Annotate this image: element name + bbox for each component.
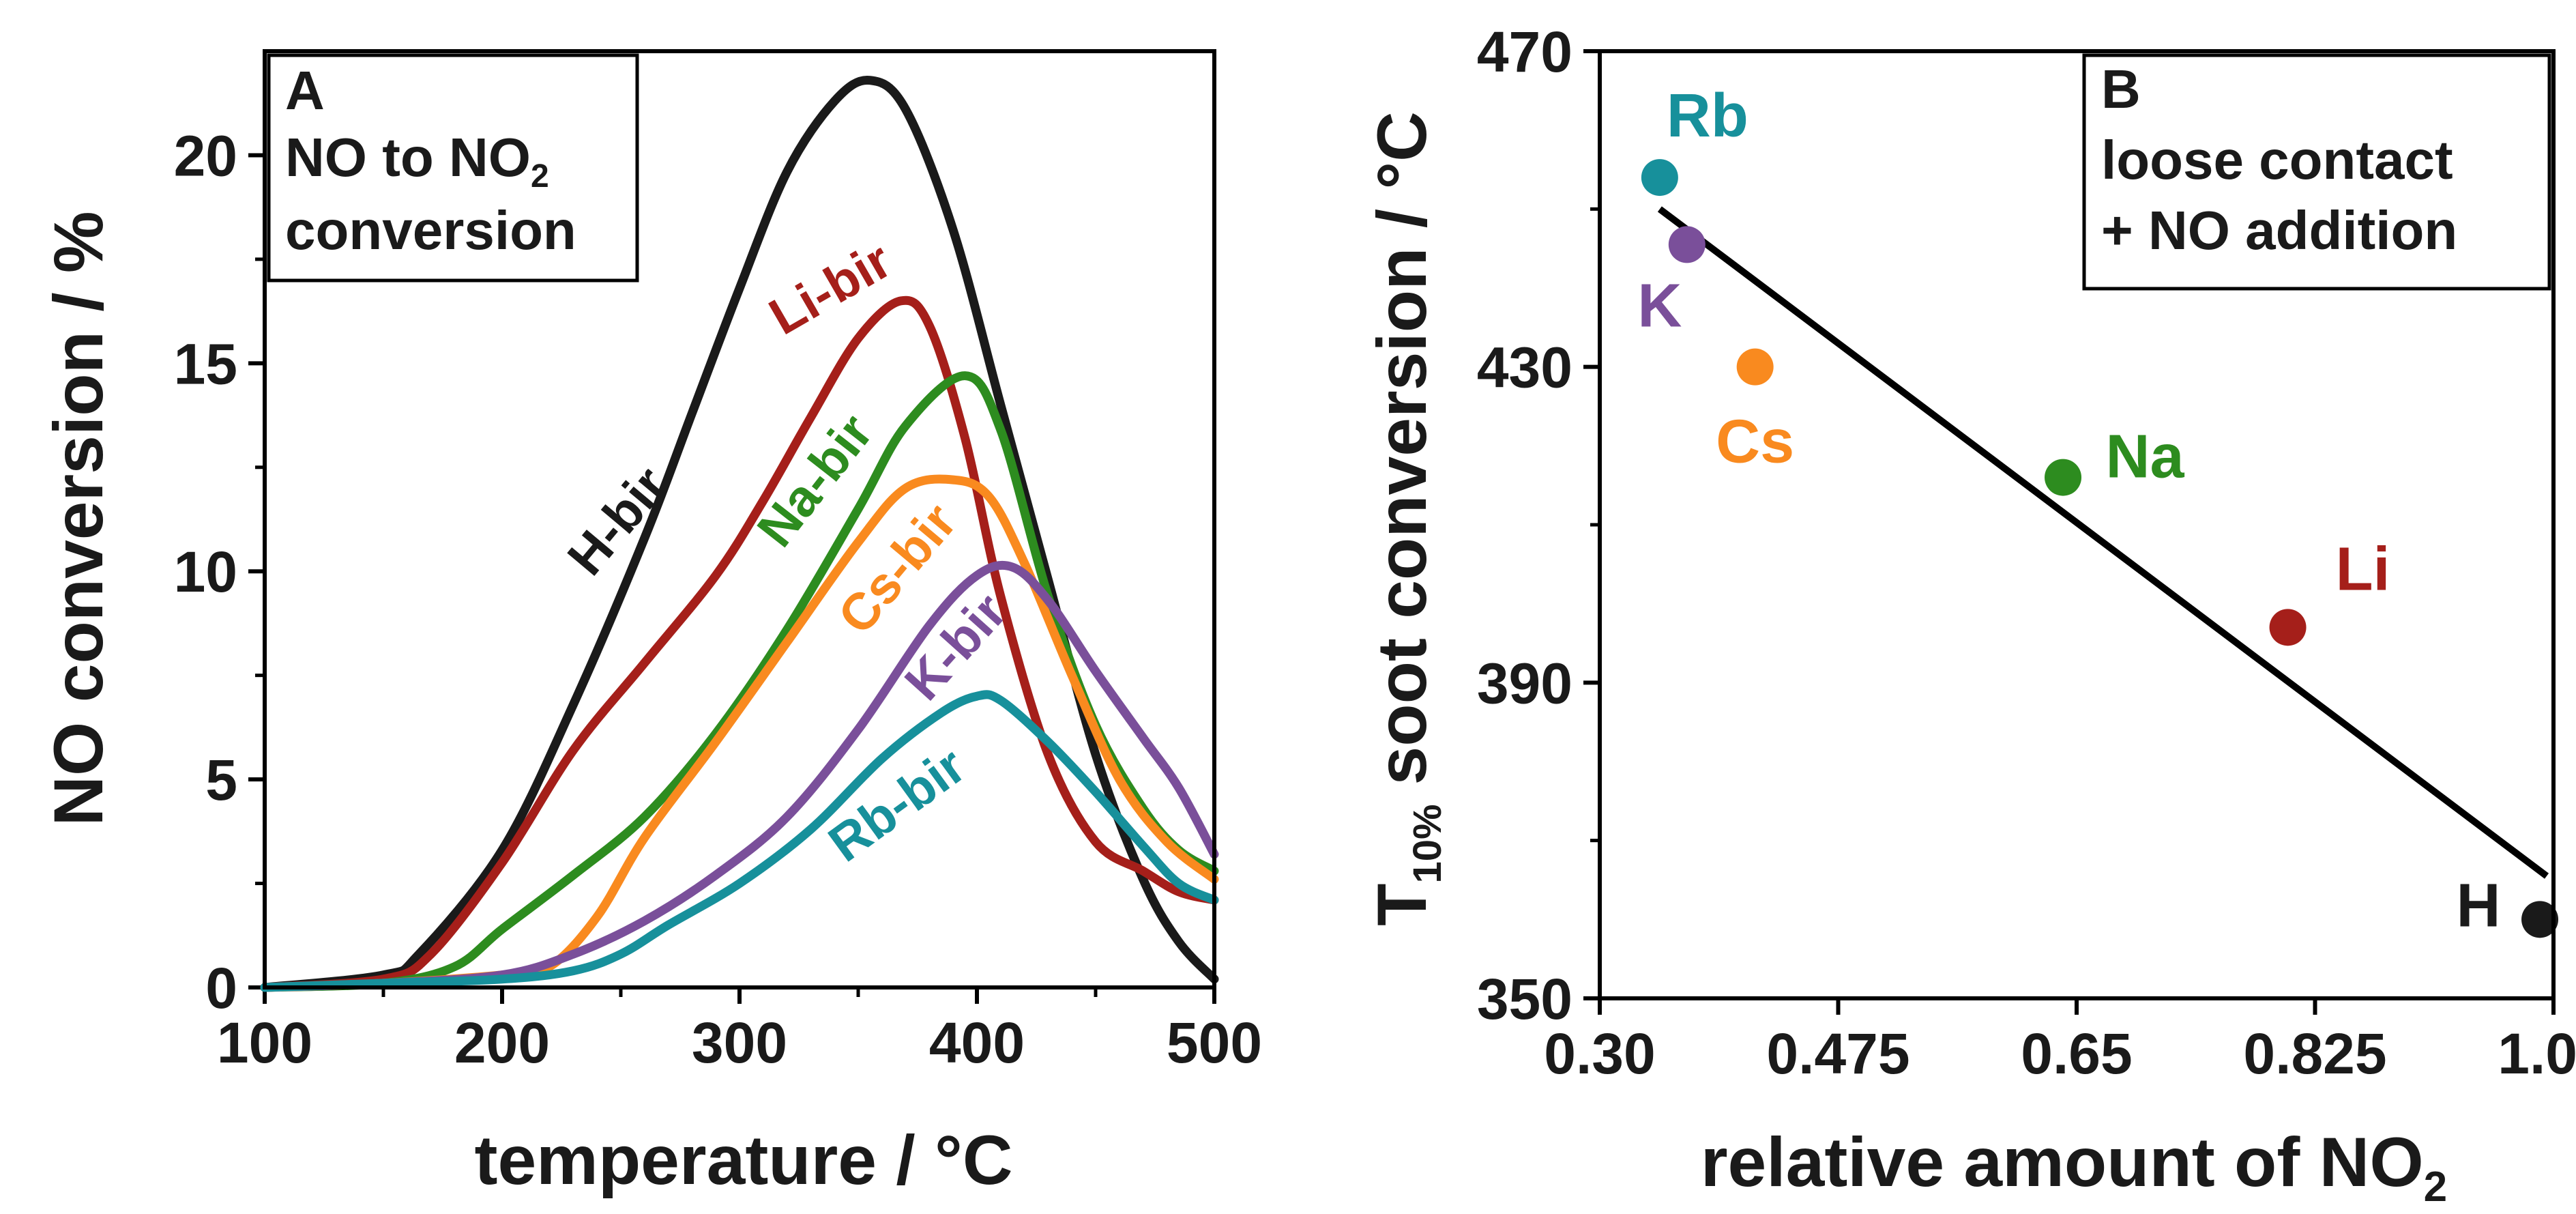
y-tick-label: 470 — [1477, 20, 1572, 84]
y-tick-label: 10 — [174, 540, 237, 604]
series-label-h-bir: H-bir — [557, 456, 679, 586]
panel-a-legend-line-2: conversion — [285, 200, 576, 261]
panel-a-legend-line-1: NO to NO2 — [285, 127, 549, 194]
panel-b-y-axis-label: T10%soot conversion / °C — [1363, 111, 1450, 926]
panel-a-legend-box — [267, 53, 639, 283]
x-tick-label: 0.475 — [1766, 1022, 1909, 1086]
point-label-rb: Rb — [1667, 82, 1748, 150]
y-tick-label: 15 — [174, 332, 237, 396]
panel-b-legend-line-2: + NO addition — [2101, 200, 2457, 261]
panel-b-plot-frame — [1598, 49, 2556, 1000]
panel-b-x-axis-label: relative amount of NO2 — [1701, 1123, 2447, 1211]
point-label-na: Na — [2105, 423, 2184, 491]
data-point-na — [2045, 459, 2082, 496]
y-tick-label: 350 — [1477, 967, 1572, 1031]
x-tick-label: 0.825 — [2243, 1022, 2386, 1086]
x-tick-label: 200 — [454, 1011, 550, 1075]
data-point-li — [2269, 609, 2307, 646]
series-line-k-bir — [260, 560, 1219, 992]
panel-b-legend-box — [2082, 53, 2551, 291]
x-tick-label: 300 — [692, 1011, 787, 1075]
panel-a-letter: A — [285, 60, 325, 121]
point-label-li: Li — [2336, 535, 2390, 603]
data-point-h — [2521, 901, 2559, 938]
regression-line — [1657, 206, 2549, 879]
data-point-cs — [1736, 348, 1774, 386]
panel-a: 100 200 300 400 500 0 5 10 15 20 A NO to NO2 conv… — [40, 49, 1263, 1199]
y-tick-label: 5 — [205, 748, 237, 812]
series-line-li-bir — [260, 295, 1219, 992]
y-tick-label: 20 — [174, 124, 237, 188]
panel-b-points: Rb K Cs Na Li H — [1637, 82, 2559, 940]
panel-b-letter: B — [2101, 59, 2141, 119]
x-tick-label: 100 — [217, 1011, 312, 1075]
panel-b-legend-line-1: loose contact — [2101, 130, 2453, 190]
point-label-cs: Cs — [1716, 408, 1794, 476]
x-tick-label: 400 — [929, 1011, 1025, 1075]
panel-a-ticks: 100 200 300 400 500 0 5 10 15 20 — [174, 124, 1263, 1075]
series-line-rb-bir — [260, 690, 1219, 992]
panel-a-series-labels: H-bir Li-bir Na-bir Cs-bir K-bir Rb-bir — [557, 231, 1018, 873]
panel-a-plot-frame — [263, 49, 1216, 989]
series-label-li-bir: Li-bir — [760, 231, 901, 347]
panel-b-legend: B loose contact + NO addition — [2082, 53, 2551, 291]
panel-a-y-axis-label: NO conversion / % — [40, 211, 117, 826]
point-label-h: H — [2457, 871, 2501, 940]
y-tick-label: 390 — [1477, 651, 1572, 715]
series-line-cs-bir — [260, 474, 1219, 992]
x-tick-label: 1.00 — [2498, 1022, 2576, 1086]
panel-b-ticks: 0.30 0.475 0.65 0.825 1.00 350 390 430 470 — [1477, 20, 2576, 1086]
panel-a-legend: A NO to NO2 conversion — [267, 53, 639, 283]
data-point-k — [1668, 226, 1706, 263]
x-tick-label: 500 — [1167, 1011, 1262, 1075]
panel-a-lines — [260, 75, 1219, 992]
data-point-rb — [1641, 159, 1678, 197]
y-tick-label: 0 — [205, 956, 237, 1020]
panel-b: 0.30 0.475 0.65 0.825 1.00 350 390 430 470 Rb K Cs… — [1363, 20, 2576, 1211]
point-label-k: K — [1637, 272, 1682, 340]
x-tick-label: 0.30 — [1544, 1022, 1656, 1086]
x-tick-label: 0.65 — [2021, 1022, 2133, 1086]
panel-b-fit-line — [1657, 206, 2549, 879]
panel-a-x-axis-label: temperature / °C — [474, 1121, 1012, 1199]
y-tick-label: 430 — [1477, 336, 1572, 400]
